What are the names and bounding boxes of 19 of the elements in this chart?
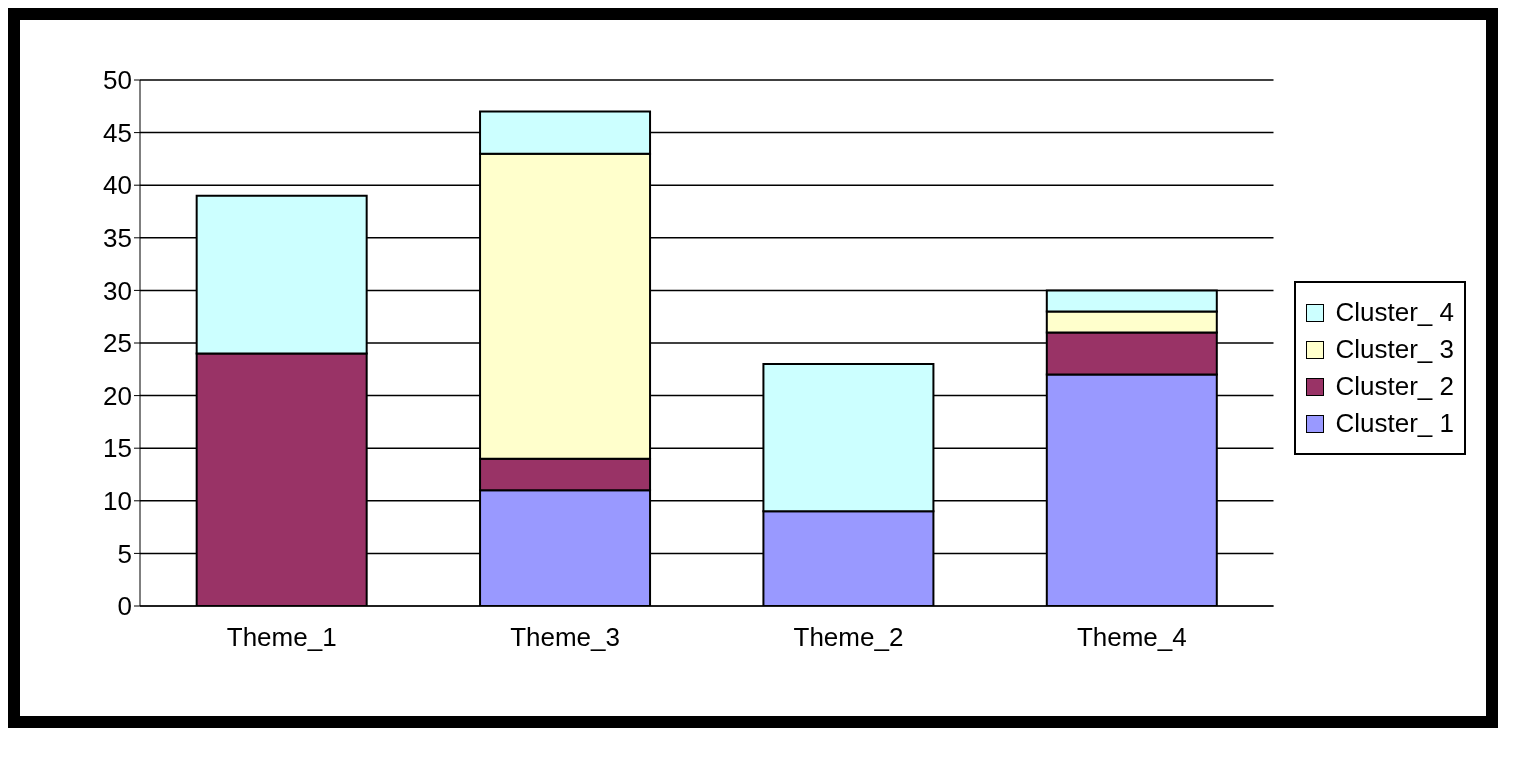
y-tick-label: 30 <box>103 275 132 306</box>
y-tick-label: 35 <box>103 223 132 254</box>
x-tick-label: Theme_3 <box>510 622 620 653</box>
x-tick-label: Theme_4 <box>1076 622 1187 653</box>
y-tick-label: 5 <box>117 538 132 569</box>
legend-label: Cluster_ 3 <box>1335 334 1454 365</box>
legend-label: Cluster_ 4 <box>1335 297 1454 328</box>
x-tick-label: Theme_1 <box>226 622 337 653</box>
legend-label: Cluster_ 2 <box>1335 371 1454 402</box>
y-tick-label: 20 <box>103 380 132 411</box>
x-tick-label: Theme_2 <box>793 622 904 653</box>
y-tick-label: 25 <box>103 328 132 359</box>
y-tick-label: 15 <box>103 433 132 464</box>
legend-label: Cluster_ 1 <box>1335 408 1454 439</box>
y-tick-label: 0 <box>117 591 132 622</box>
y-tick-label: 50 <box>103 65 132 96</box>
y-tick-label: 45 <box>103 117 132 148</box>
y-tick-label: 40 <box>103 170 132 201</box>
y-tick-label: 10 <box>103 486 132 517</box>
